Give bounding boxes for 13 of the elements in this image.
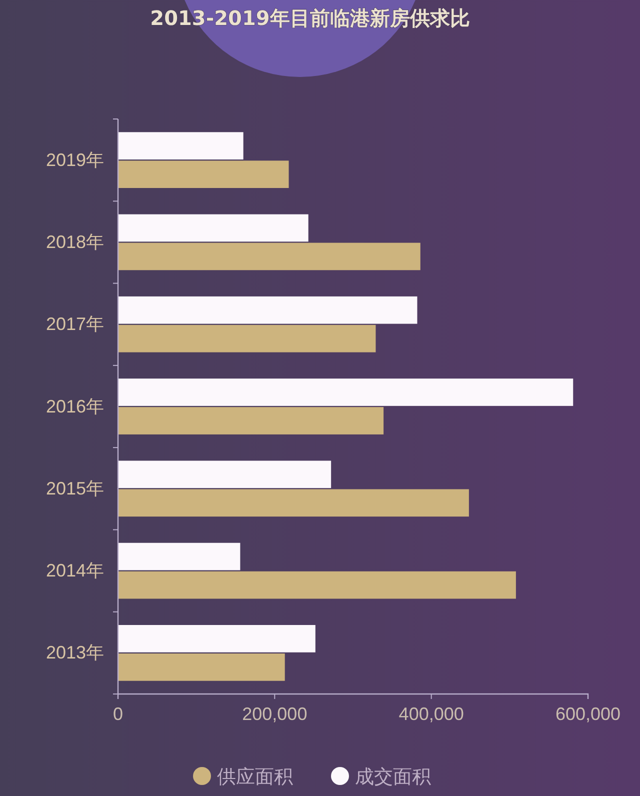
y-tick-label: 2018年 [46, 232, 104, 252]
x-tick-label: 0 [112, 704, 124, 724]
legend-label: 成交面积 [355, 766, 431, 788]
y-tick-label: 2013年 [46, 642, 104, 663]
y-tick-label: 2017年 [46, 314, 104, 334]
legend-label: 供应面积 [217, 766, 293, 788]
y-tick-label: 2019年 [46, 150, 104, 170]
x-tick-label: 400,000 [398, 704, 464, 724]
y-tick-label: 2015年 [46, 478, 104, 498]
x-tick-label: 600,000 [555, 704, 621, 724]
y-tick-label: 2014年 [46, 560, 104, 581]
y-tick-label: 2016年 [46, 396, 104, 416]
x-tick-label: 200,000 [242, 704, 308, 724]
